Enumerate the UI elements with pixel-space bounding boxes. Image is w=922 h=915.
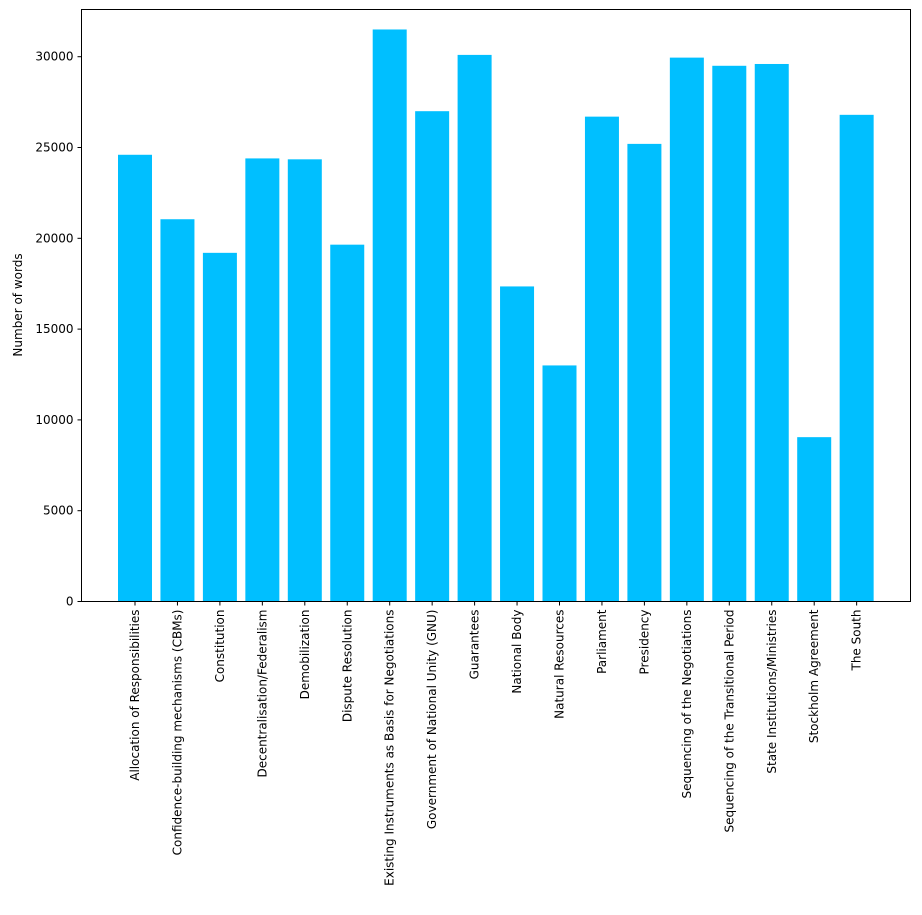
y-tick-label: 10000 (35, 413, 73, 427)
x-tick-label: Confidence-building mechanisms (CBMs) (170, 610, 184, 856)
x-tick-label: Sequencing of the Transitional Period (722, 610, 736, 833)
bar-12 (627, 143, 662, 602)
x-tick-label: Dispute Resolution (340, 610, 354, 723)
bar-15 (754, 63, 789, 602)
x-tick-label: Guarantees (468, 610, 482, 680)
bar-10 (542, 365, 577, 602)
y-tick-label: 5000 (43, 504, 74, 518)
x-tick-label: Parliament (595, 609, 609, 674)
bars-layer (118, 29, 874, 602)
bar-0 (118, 154, 152, 602)
y-tick-label: 0 (66, 595, 74, 609)
bar-4 (287, 159, 322, 602)
bar-1 (160, 219, 195, 602)
x-tick-label: National Body (510, 610, 524, 694)
x-tick-label: Allocation of Responsibilities (128, 610, 142, 781)
bar-7 (415, 111, 450, 602)
bar-11 (584, 116, 619, 602)
x-tick-label: Natural Resources (553, 610, 567, 719)
x-tick-label: Government of National Unity (GNU) (425, 610, 439, 830)
x-tick-label: Demobilization (298, 610, 312, 700)
x-axis: Allocation of Responsibilities Confidence… (128, 601, 864, 886)
bar-5 (330, 244, 365, 602)
y-tick-label: 20000 (35, 231, 73, 245)
x-tick-label: Decentralisation/Federalism (255, 610, 269, 778)
plot-frame (81, 9, 911, 602)
y-axis: 0 5000 10000 15000 20000 25000 30000 (35, 50, 82, 609)
x-tick-label: Stockholm Agreement (807, 609, 821, 743)
x-tick-label: State Institutions/Ministries (765, 610, 779, 774)
y-axis-label: Number of words (11, 253, 25, 356)
x-tick-label: Existing Instruments as Basis for Negoti… (383, 610, 397, 886)
x-tick-label: Constitution (213, 610, 227, 683)
bar-17 (839, 114, 874, 602)
bar-6 (372, 29, 407, 602)
y-tick-label: 15000 (35, 322, 73, 336)
x-tick-label: Sequencing of the Negotiations (680, 610, 694, 799)
y-tick-label: 30000 (35, 50, 73, 64)
bar-14 (712, 65, 747, 602)
bar-8 (457, 54, 492, 602)
bar-3 (245, 158, 280, 602)
bar-13 (669, 57, 704, 602)
bar-9 (500, 286, 535, 602)
x-tick-label: The South (850, 610, 864, 672)
x-tick-label: Presidency (637, 610, 651, 675)
bar-2 (202, 252, 237, 602)
bar-16 (797, 437, 832, 602)
y-tick-label: 25000 (35, 141, 73, 155)
